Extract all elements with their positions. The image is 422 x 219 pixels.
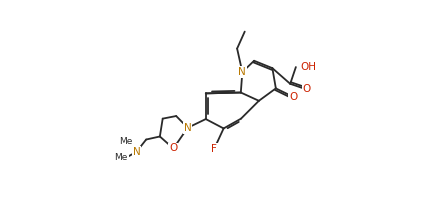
Text: F: F [211,144,217,154]
Text: Me: Me [119,137,133,146]
Text: N: N [133,147,141,157]
Text: O: O [169,143,178,154]
Text: N: N [184,123,192,133]
Text: O: O [289,92,298,102]
Text: O: O [303,85,311,94]
Text: OH: OH [300,62,316,72]
Text: Me: Me [114,153,128,162]
Text: N: N [238,67,246,77]
